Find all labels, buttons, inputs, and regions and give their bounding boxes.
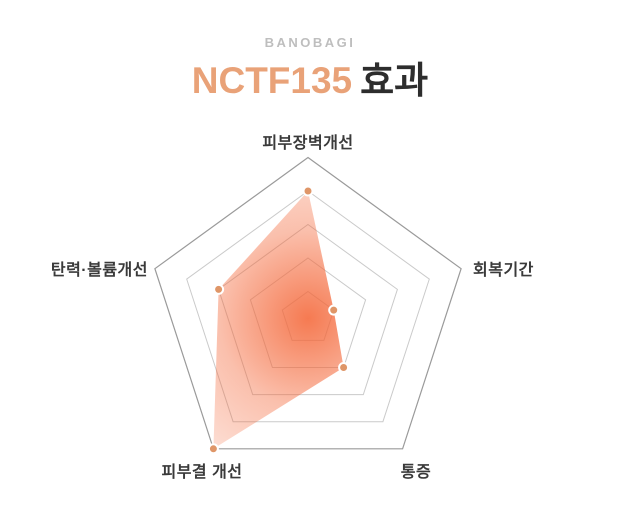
axis-label-elasticity-volume: 탄력·볼륨개선 [50, 262, 148, 279]
radar-data-point [213, 283, 225, 295]
radar-grid-outer [154, 156, 462, 450]
axis-label-skin-barrier: 피부장벽개선 [262, 135, 354, 152]
axis-label-recovery-period: 회복기간 [473, 262, 534, 279]
page-title: NCTF135 효과 [0, 62, 620, 99]
radar-data-point [302, 185, 314, 197]
title-rest: 효과 [360, 60, 429, 101]
radar-fill-polygon [213, 191, 344, 449]
radar-grid-ring [186, 190, 430, 423]
axis-label-skin-texture: 피부결 개선 [161, 464, 243, 481]
axis-label-pain: 통증 [400, 464, 432, 481]
brand-text: BANOBAGI [264, 35, 356, 50]
radar-data-point [207, 443, 219, 455]
radar-data-point [328, 304, 340, 316]
title-highlight: NCTF135 [191, 60, 353, 101]
radar-data-point [338, 362, 350, 373]
